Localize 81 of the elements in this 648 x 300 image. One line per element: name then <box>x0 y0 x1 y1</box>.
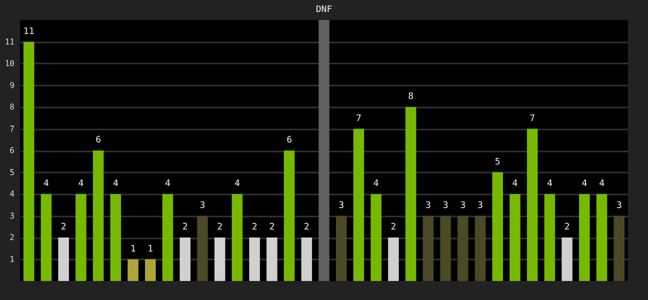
bar <box>596 194 608 281</box>
data-label: 4 <box>546 179 552 189</box>
data-label: 4 <box>112 179 118 189</box>
bar <box>579 194 590 281</box>
bar <box>76 194 86 281</box>
y-tick-label: 7 <box>10 124 15 134</box>
bar <box>266 238 278 281</box>
bar <box>336 216 347 281</box>
bar <box>249 238 260 281</box>
bar <box>284 150 295 281</box>
y-tick-label: 4 <box>10 190 15 198</box>
data-label: 5 <box>494 157 500 168</box>
data-label: 2 <box>304 222 310 232</box>
data-label: 11 <box>23 26 34 37</box>
data-label: 4 <box>512 179 518 189</box>
data-label: 3 <box>442 200 448 211</box>
data-label: 4 <box>78 179 84 189</box>
data-label: 4 <box>165 179 170 189</box>
data-label: 7 <box>356 114 362 124</box>
y-tick-label: 11 <box>4 37 15 46</box>
y-tick-label: 9 <box>10 80 15 90</box>
bar <box>197 216 208 281</box>
bar <box>128 259 138 281</box>
data-label: 2 <box>269 222 275 232</box>
data-label: 1 <box>148 244 154 254</box>
data-label: 4 <box>582 179 588 189</box>
bar <box>301 238 312 281</box>
y-tick-label: 10 <box>4 59 15 68</box>
bar <box>58 238 69 281</box>
bar <box>318 20 330 281</box>
bar <box>232 194 243 281</box>
bar <box>562 238 572 281</box>
bar <box>180 238 190 281</box>
bar <box>388 238 399 281</box>
bar <box>23 42 34 281</box>
bar <box>214 238 226 281</box>
bar <box>162 194 174 281</box>
data-label: 7 <box>530 114 536 124</box>
bar <box>422 216 434 281</box>
bar <box>510 194 520 281</box>
data-label: DNF <box>316 5 332 15</box>
bar <box>370 194 382 281</box>
y-tick-label: 3 <box>10 211 15 220</box>
data-label: 1 <box>130 244 136 254</box>
y-tick-label: 8 <box>10 102 15 112</box>
bar <box>474 216 486 281</box>
y-tick-label: 1 <box>10 254 15 264</box>
y-tick-label: 2 <box>10 233 15 242</box>
bar <box>92 150 104 281</box>
data-label: 3 <box>616 200 622 211</box>
data-label: 3 <box>338 200 344 211</box>
data-label: 2 <box>564 222 570 232</box>
data-label: 3 <box>460 200 466 211</box>
data-label: 2 <box>390 222 396 232</box>
bar <box>492 172 503 281</box>
y-tick-label: 5 <box>10 168 15 177</box>
bar <box>458 216 468 281</box>
bar <box>110 194 122 281</box>
data-label: 6 <box>286 136 292 146</box>
data-label: 4 <box>234 179 240 189</box>
data-label: 3 <box>425 200 431 211</box>
data-label: 4 <box>373 179 379 189</box>
data-label: 4 <box>599 179 604 189</box>
data-label: 6 <box>96 136 102 146</box>
data-label: 2 <box>182 222 188 232</box>
data-label: 4 <box>44 179 49 189</box>
data-label: 2 <box>60 222 66 232</box>
data-label: 2 <box>217 222 223 232</box>
bar <box>614 216 625 281</box>
bar <box>544 194 556 281</box>
bar <box>145 259 156 281</box>
data-label: 3 <box>200 200 206 211</box>
bar <box>440 216 451 281</box>
data-label: 8 <box>408 92 414 102</box>
bar <box>405 107 416 281</box>
bar <box>526 128 538 281</box>
data-label: 2 <box>252 222 258 232</box>
y-tick-label: 6 <box>10 146 15 155</box>
data-label: 3 <box>478 200 483 211</box>
bar <box>40 194 52 281</box>
bar <box>353 128 364 281</box>
